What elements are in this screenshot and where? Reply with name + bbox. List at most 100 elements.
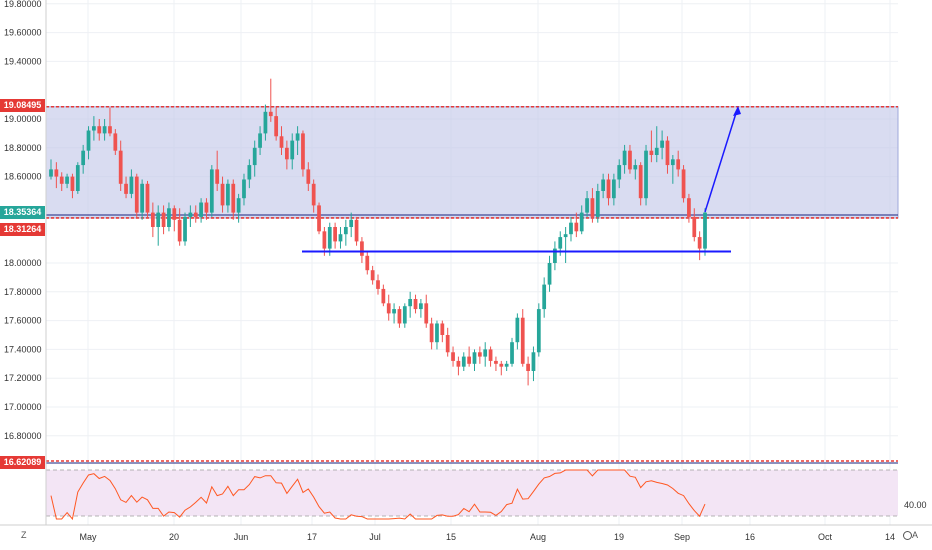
candle-body[interactable] — [381, 288, 386, 304]
candle-body[interactable] — [611, 179, 616, 199]
candle-body[interactable] — [665, 140, 670, 166]
candle-body[interactable] — [402, 306, 407, 324]
candle-body[interactable] — [504, 363, 509, 367]
candle-body[interactable] — [284, 147, 289, 160]
candle-body[interactable] — [129, 176, 134, 194]
candle-body[interactable] — [397, 309, 402, 324]
candle-body[interactable] — [547, 263, 552, 285]
resistance-zone[interactable] — [45, 106, 899, 219]
candle-body[interactable] — [536, 309, 541, 353]
candle-body[interactable] — [317, 205, 321, 232]
candle-body[interactable] — [349, 219, 354, 227]
candle-body[interactable] — [365, 255, 370, 271]
candle-body[interactable] — [75, 165, 80, 191]
candle-body[interactable] — [558, 237, 563, 249]
candle-body[interactable] — [445, 335, 450, 353]
candle-body[interactable] — [220, 183, 225, 206]
candle-body[interactable] — [585, 198, 589, 213]
candle-body[interactable] — [156, 212, 161, 227]
candle-body[interactable] — [628, 150, 632, 170]
candle-body[interactable] — [252, 147, 257, 166]
candle-body[interactable] — [408, 299, 413, 307]
candle-body[interactable] — [424, 303, 429, 324]
candle-body[interactable] — [579, 212, 584, 232]
candle-body[interactable] — [676, 159, 681, 170]
candle-body[interactable] — [333, 227, 337, 242]
candle-body[interactable] — [692, 216, 697, 238]
time-axis[interactable]: May 20 Jun 17 Jul 15 Aug 19 Sep 16 Oct 14 — [79, 532, 895, 542]
candle-body[interactable] — [150, 212, 155, 227]
candle-body[interactable] — [574, 222, 579, 232]
candle-body[interactable] — [483, 349, 488, 357]
candle-body[interactable] — [606, 179, 611, 199]
candle-body[interactable] — [649, 150, 654, 155]
candle-body[interactable] — [86, 130, 91, 151]
candle-body[interactable] — [263, 111, 268, 134]
candle-body[interactable] — [92, 126, 96, 131]
candle-body[interactable] — [687, 198, 691, 217]
candle-body[interactable] — [274, 116, 279, 137]
candle-body[interactable] — [590, 198, 595, 217]
candle-body[interactable] — [654, 147, 659, 155]
candle-body[interactable] — [327, 227, 332, 249]
candle-body[interactable] — [140, 183, 145, 213]
candle-body[interactable] — [258, 133, 262, 148]
candle-body[interactable] — [268, 111, 273, 117]
candle-body[interactable] — [118, 150, 123, 184]
candle-body[interactable] — [376, 280, 380, 289]
price-axis[interactable]: 19.80000 19.60000 19.40000 19.00000 18.80000… — [4, 0, 42, 441]
candle-body[interactable] — [622, 150, 627, 166]
candle-body[interactable] — [451, 352, 455, 361]
candle-body[interactable] — [236, 198, 241, 213]
candle-body[interactable] — [354, 219, 359, 242]
candle-body[interactable] — [231, 183, 236, 213]
candle-body[interactable] — [681, 169, 686, 199]
candle-body[interactable] — [59, 176, 64, 184]
candle-body[interactable] — [456, 360, 461, 367]
candle-body[interactable] — [108, 126, 112, 134]
candle-body[interactable] — [193, 212, 198, 217]
candle-body[interactable] — [343, 227, 348, 235]
candle-body[interactable] — [65, 176, 69, 184]
candle-body[interactable] — [644, 150, 648, 199]
candle-body[interactable] — [306, 169, 311, 184]
candle-body[interactable] — [322, 231, 327, 249]
candle-body[interactable] — [531, 352, 536, 371]
candle-body[interactable] — [488, 349, 493, 361]
candle-body[interactable] — [338, 234, 343, 242]
candle-body[interactable] — [429, 323, 434, 343]
candle-body[interactable] — [188, 212, 193, 217]
candle-body[interactable] — [392, 309, 396, 314]
candle-body[interactable] — [167, 208, 171, 227]
candle-body[interactable] — [617, 165, 622, 180]
candle-body[interactable] — [563, 234, 568, 238]
candle-body[interactable] — [413, 299, 418, 310]
candle-body[interactable] — [242, 179, 246, 199]
candle-body[interactable] — [54, 169, 59, 177]
candle-body[interactable] — [279, 136, 284, 148]
candle-body[interactable] — [461, 356, 466, 367]
candle-body[interactable] — [145, 183, 150, 213]
candle-body[interactable] — [183, 216, 187, 242]
candle-body[interactable] — [102, 126, 107, 134]
candle-body[interactable] — [638, 165, 643, 199]
candle-body[interactable] — [467, 356, 472, 364]
candle-body[interactable] — [633, 165, 638, 170]
candle-body[interactable] — [97, 126, 102, 134]
candle-body[interactable] — [601, 179, 606, 191]
candle-body[interactable] — [177, 219, 182, 242]
candle-body[interactable] — [226, 183, 230, 206]
candle-body[interactable] — [199, 202, 203, 217]
candle-body[interactable] — [161, 212, 166, 227]
candle-body[interactable] — [172, 208, 177, 220]
timezone-button[interactable]: Z — [21, 530, 27, 540]
candle-body[interactable] — [526, 363, 530, 371]
candle-body[interactable] — [113, 133, 118, 151]
candle-body[interactable] — [569, 222, 573, 235]
candle-body[interactable] — [499, 363, 504, 367]
candle-body[interactable] — [360, 241, 364, 256]
candle-body[interactable] — [494, 360, 498, 364]
candle-body[interactable] — [419, 303, 423, 310]
candle-body[interactable] — [553, 248, 557, 263]
